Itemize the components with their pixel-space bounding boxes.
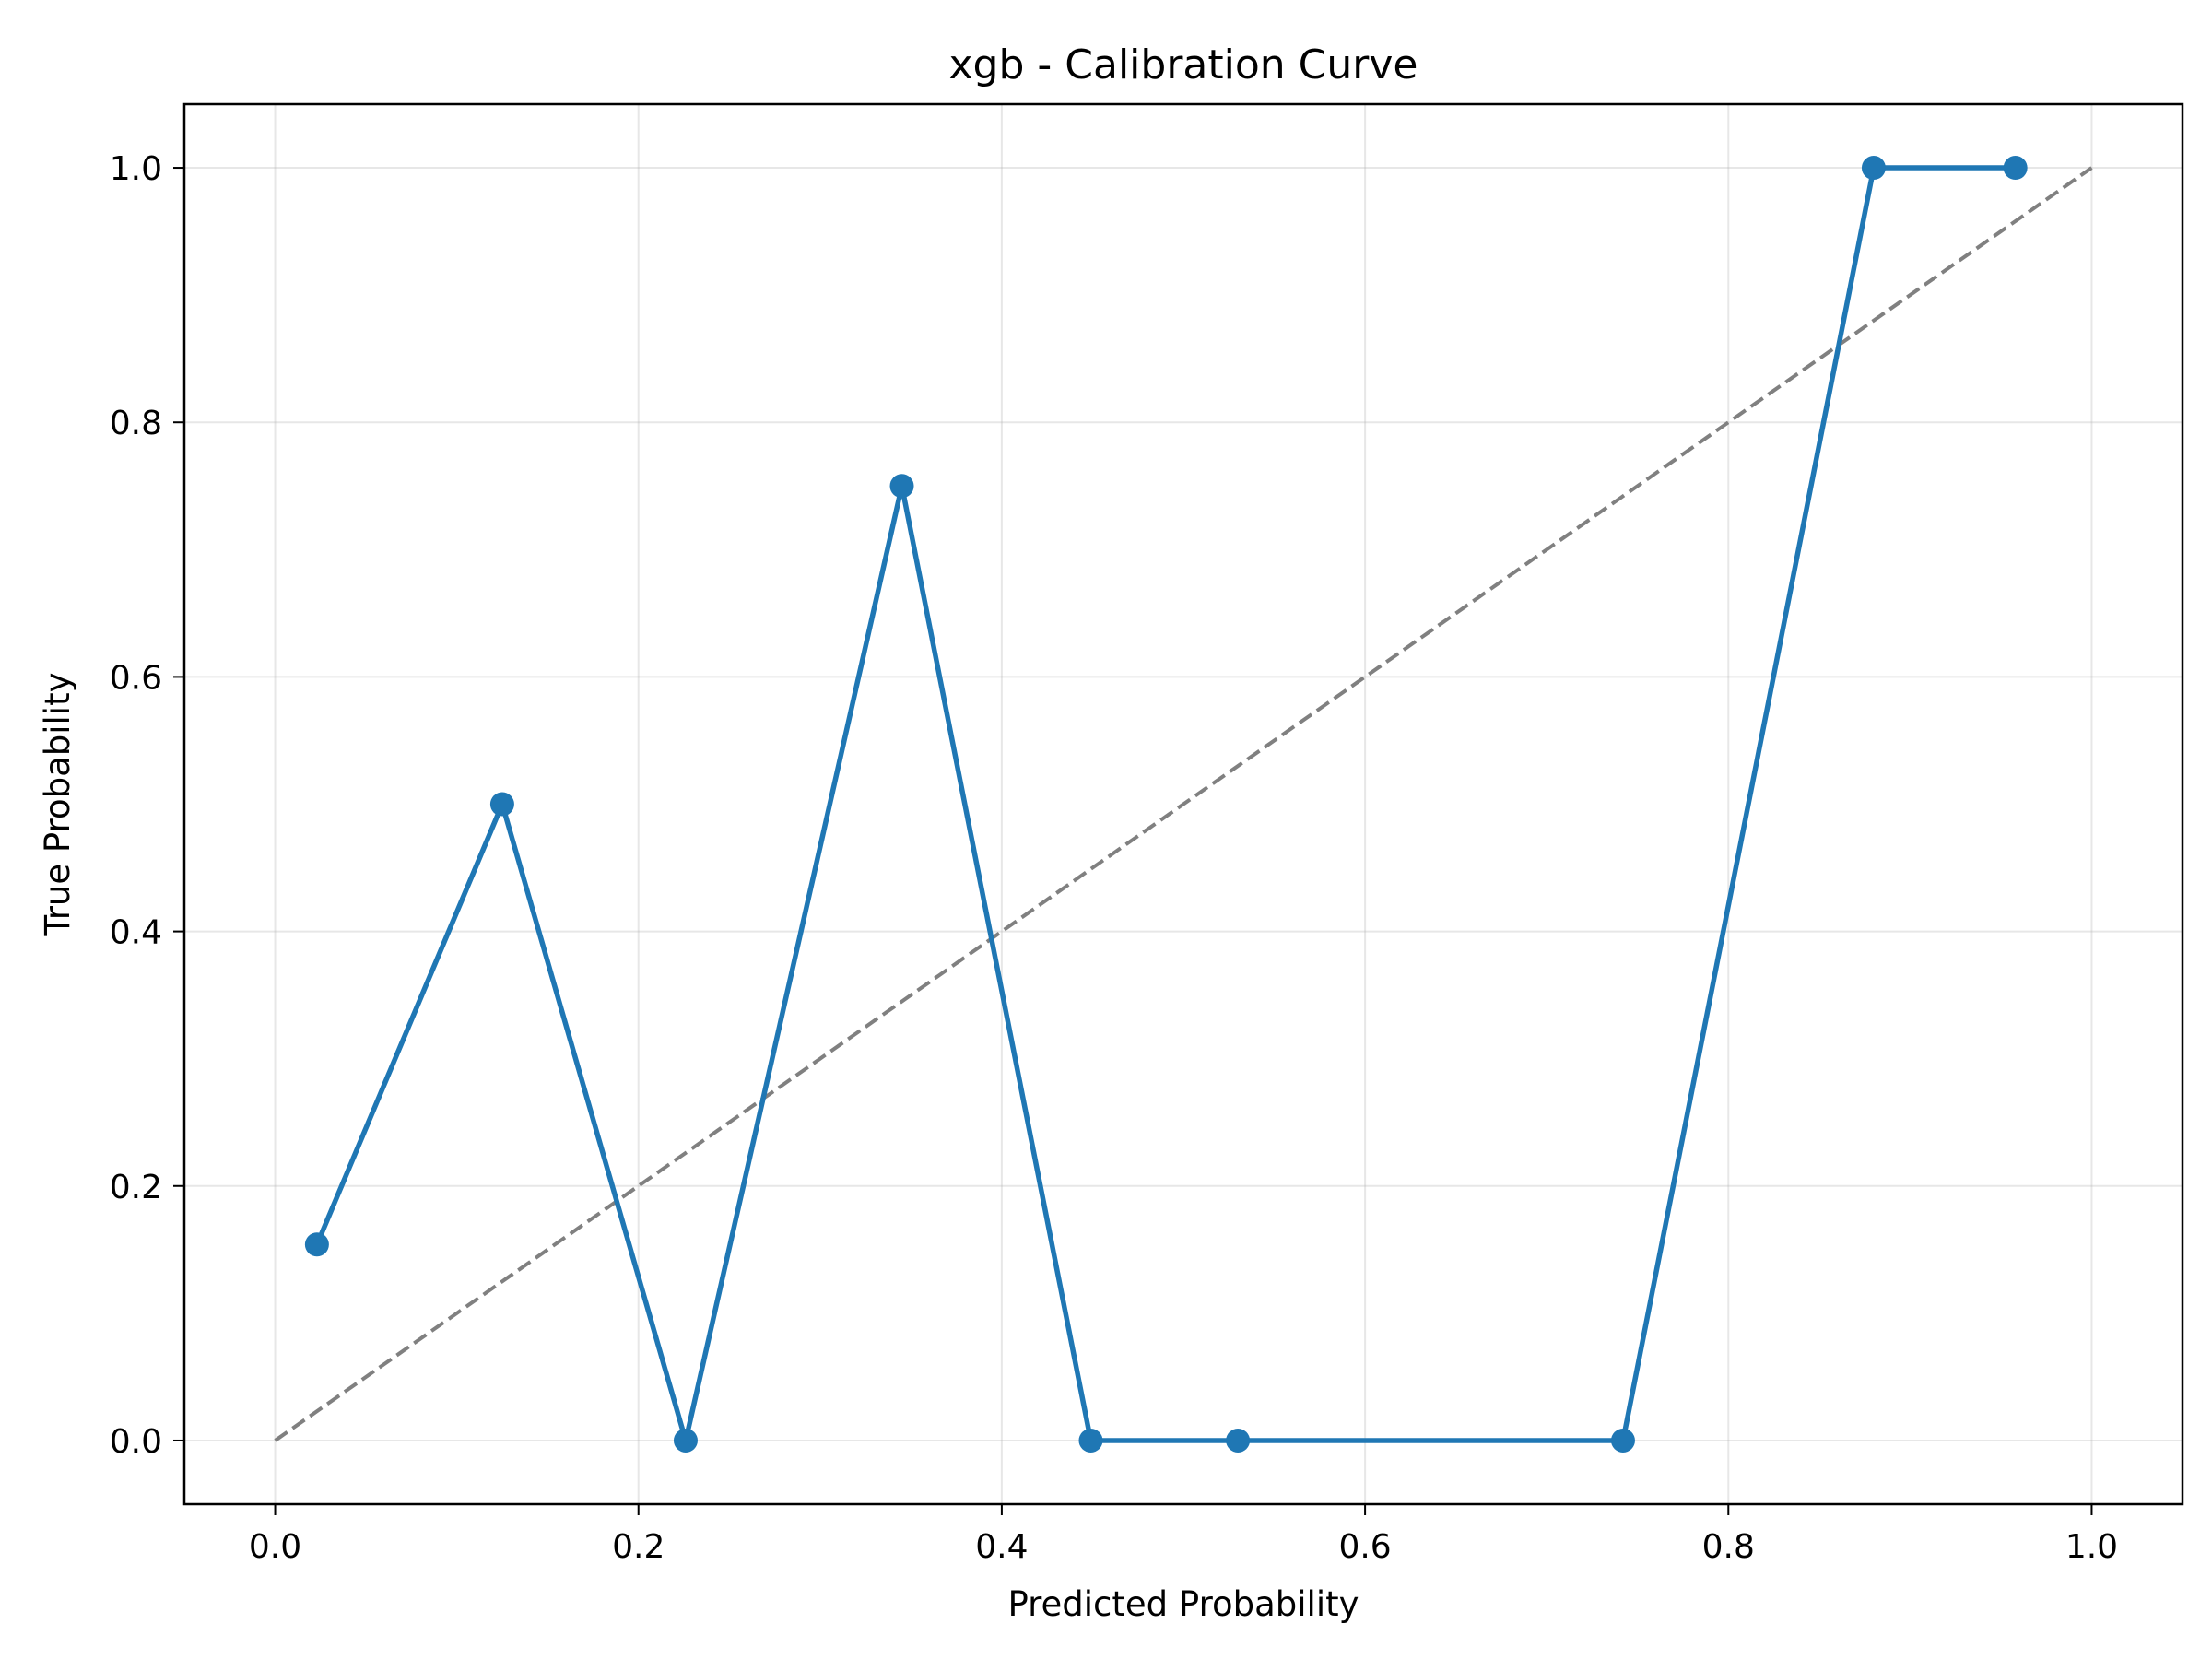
- grid-lines: [184, 104, 2183, 1504]
- x-tick-label: 0.6: [1338, 1528, 1391, 1566]
- plot-frame: [182, 102, 2184, 1506]
- y-tick-label: 0.4: [110, 914, 162, 952]
- calibration-point: [1078, 1428, 1103, 1453]
- x-tick-label: 0.8: [1702, 1528, 1755, 1566]
- calibration-point: [304, 1232, 329, 1257]
- y-tick-label: 0.2: [110, 1169, 162, 1206]
- calibration-point: [673, 1428, 698, 1453]
- y-tick-label: 1.0: [110, 150, 162, 188]
- chart-title: xgb - Calibration Curve: [949, 41, 1418, 88]
- calibration-point: [889, 474, 914, 499]
- y-axis-label: True Probability: [38, 673, 77, 937]
- x-tick-label: 0.0: [249, 1528, 301, 1566]
- y-tick-label: 0.6: [110, 659, 162, 697]
- x-tick-label: 1.0: [2065, 1528, 2118, 1566]
- x-tick-label: 0.2: [612, 1528, 665, 1566]
- calibration-point: [2003, 156, 2028, 181]
- y-tick-label: 0.8: [110, 405, 162, 442]
- calibration-point: [1226, 1428, 1251, 1453]
- perfect-calibration-line: [274, 166, 2093, 1442]
- y-tick-label: 0.0: [110, 1423, 162, 1461]
- axis-ticks: 0.0 0.2 0.4 0.6 0.8 1.0 0.0 0.2 0.4 0.6 0.8 1.0: [110, 150, 2118, 1566]
- calibration-point: [1610, 1428, 1635, 1453]
- plot-series: [274, 156, 2093, 1453]
- x-axis-label: Predicted Probability: [1007, 1584, 1359, 1624]
- x-tick-label: 0.4: [975, 1528, 1028, 1566]
- calibration-point: [489, 792, 514, 817]
- calibration-point: [1861, 156, 1886, 181]
